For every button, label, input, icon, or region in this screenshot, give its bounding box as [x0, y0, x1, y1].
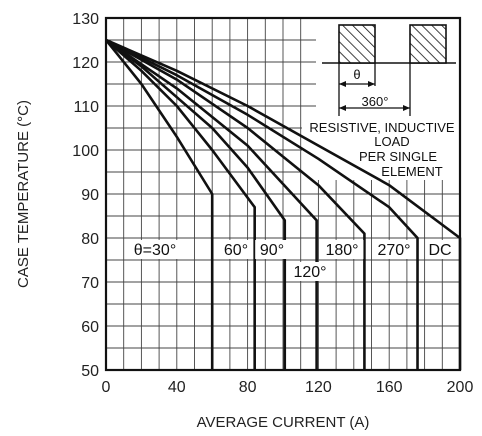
y-tick-label: 130: [72, 11, 99, 28]
x-axis-title: AVERAGE CURRENT (A): [197, 414, 370, 431]
series-label-bg: [219, 240, 253, 259]
series-label: 90°: [260, 242, 284, 259]
x-tick-label: 160: [376, 379, 403, 396]
y-tick-label: 100: [72, 143, 99, 160]
theta-label: θ: [353, 67, 360, 82]
conduction-angle-diagram: θ 360°: [316, 16, 466, 134]
series-line: [105, 39, 256, 370]
series-line: [104, 39, 214, 370]
series-line: [105, 38, 366, 370]
series-label: 180°: [325, 242, 358, 259]
y-tick-label: 70: [81, 275, 99, 292]
plot-frame: [104, 16, 462, 372]
series-label: 120°: [293, 264, 326, 281]
tick-labels: 0 40 80 120 160 200 50 60 70 80 90 100 110 120 130: [72, 11, 473, 396]
x-tick-label: 80: [239, 379, 257, 396]
series-label-bg: [320, 240, 364, 259]
series-line: [105, 38, 419, 370]
x-tick-label: 0: [102, 379, 111, 396]
condition-line-4: ELEMENT: [381, 164, 442, 179]
y-tick-label: 120: [72, 55, 99, 72]
series-label-bg: [129, 240, 181, 259]
series-labels: θ=30° 60° 90° 120° 180° 270° DC: [129, 240, 453, 281]
condition-line-3: PER SINGLE: [359, 149, 437, 164]
x-tick-label: 120: [305, 379, 332, 396]
series-label-bg: [427, 240, 453, 259]
series-label: DC: [428, 242, 451, 259]
x-tick-label: 40: [168, 379, 186, 396]
y-axis-title: CASE TEMPERATURE (°C): [15, 100, 32, 288]
y-tick-label: 60: [81, 319, 99, 336]
pulse-2: [409, 24, 447, 64]
y-tick-label: 80: [81, 231, 99, 248]
series-line: [105, 38, 287, 370]
x-tick-label: 200: [447, 379, 474, 396]
y-tick-label: 50: [81, 363, 99, 380]
condition-line-2: LOAD: [374, 134, 409, 149]
series-label-bg: [372, 240, 416, 259]
pulse-1: [338, 24, 376, 64]
y-tick-label: 110: [73, 99, 99, 116]
condition-line-1: RESISTIVE, INDUCTIVE: [309, 120, 455, 135]
series-label-bg: [255, 240, 289, 259]
series-label: 270°: [377, 242, 410, 259]
series-label: 60°: [224, 242, 248, 259]
series-label-bg: [288, 262, 332, 281]
series-label: θ=30°: [134, 242, 176, 259]
y-tick-label: 90: [81, 187, 99, 204]
period-label: 360°: [362, 94, 389, 109]
